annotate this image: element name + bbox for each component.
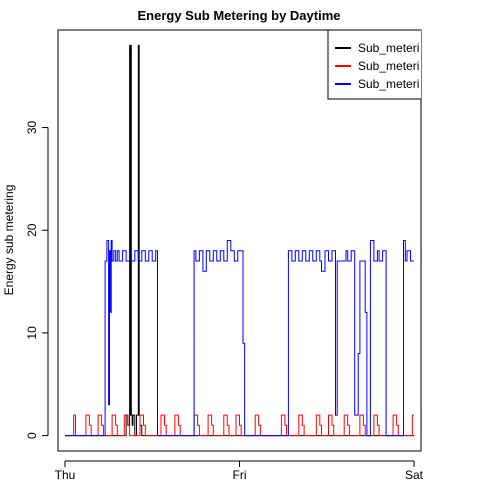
series-line-1 (65, 44, 414, 437)
legend-label: Sub_meteri (358, 41, 419, 55)
series-line-3 (65, 240, 414, 437)
legend-label: Sub_meteri (358, 77, 419, 91)
chart-title: Energy Sub Metering by Daytime (138, 8, 341, 23)
y-axis-label: Energy sub metering (2, 185, 16, 296)
legend-label: Sub_meteri (358, 59, 419, 73)
series-line-2 (65, 414, 414, 437)
series-layer (65, 44, 414, 437)
y-tick-label: 30 (25, 121, 39, 135)
y-tick-label: 0 (25, 432, 39, 439)
y-tick-label: 10 (25, 326, 39, 340)
x-tick-label: Sat (405, 468, 424, 480)
axes-layer: 0 10 20 30 Thu Fri Sat (25, 121, 424, 480)
legend: Sub_meteri Sub_meteri Sub_meteri (327, 29, 421, 100)
legend-box-group: Sub_meteri Sub_meteri Sub_meteri (327, 29, 421, 100)
plot-frame (57, 29, 422, 452)
y-tick-label: 20 (25, 223, 39, 237)
x-tick-label: Thu (55, 468, 76, 480)
legend-box (327, 29, 421, 100)
x-tick-label: Fri (233, 468, 247, 480)
